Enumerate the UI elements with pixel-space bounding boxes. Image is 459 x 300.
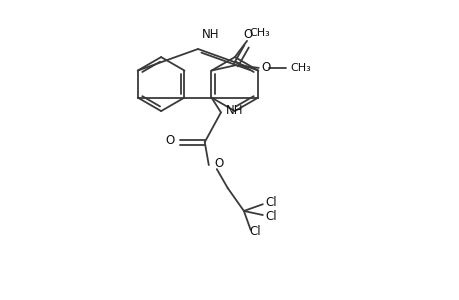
Text: NH: NH [225,104,243,117]
Text: Cl: Cl [265,210,276,223]
Text: O: O [261,61,270,74]
Text: CH₃: CH₃ [248,28,269,38]
Text: O: O [214,157,224,169]
Text: Cl: Cl [265,196,276,209]
Text: CH₃: CH₃ [290,63,310,73]
Text: O: O [242,28,252,41]
Text: Cl: Cl [249,225,260,238]
Text: NH: NH [202,28,219,41]
Text: O: O [165,134,174,147]
